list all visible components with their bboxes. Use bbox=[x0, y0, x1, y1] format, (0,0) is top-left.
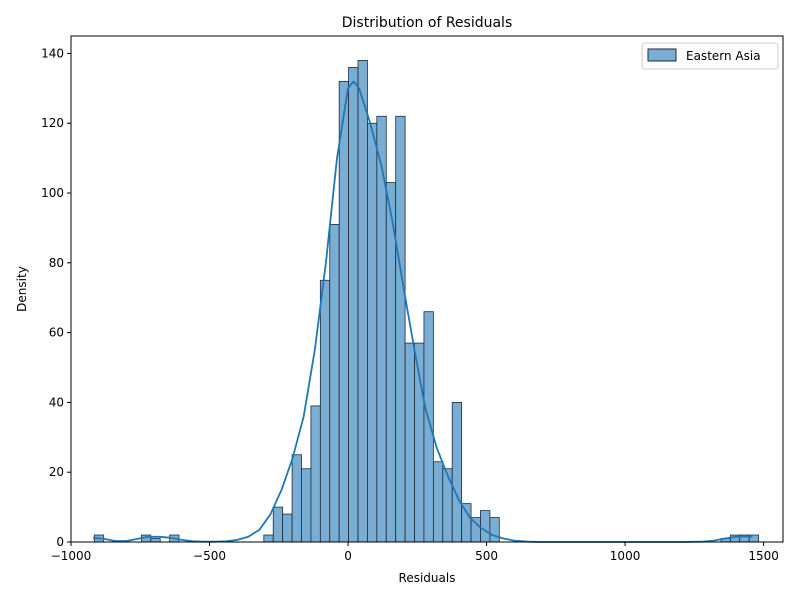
y-tick-label: 140 bbox=[41, 46, 64, 60]
histogram-bar bbox=[282, 513, 293, 543]
histogram-bar bbox=[404, 342, 415, 543]
histogram-bar bbox=[470, 517, 481, 543]
y-tick-label: 120 bbox=[41, 116, 64, 130]
x-tick-label: 1000 bbox=[610, 549, 641, 563]
histogram-bar bbox=[451, 402, 463, 543]
y-tick-label: 40 bbox=[49, 395, 64, 409]
x-tick-label: −500 bbox=[193, 549, 226, 563]
y-tick-label: 60 bbox=[49, 326, 64, 340]
x-tick-label: 500 bbox=[475, 549, 498, 563]
legend-swatch bbox=[647, 48, 677, 62]
histogram-bar bbox=[301, 468, 312, 543]
y-tick-label: 80 bbox=[49, 256, 64, 270]
y-tick-label: 100 bbox=[41, 186, 64, 200]
plot-frame bbox=[70, 35, 784, 543]
histogram-bar bbox=[291, 454, 302, 543]
histogram-bar bbox=[319, 279, 331, 543]
histogram-bar bbox=[338, 80, 349, 543]
x-tick-label: −1000 bbox=[51, 549, 92, 563]
y-axis-title: Density bbox=[15, 266, 29, 312]
histogram-bar bbox=[442, 468, 453, 543]
legend: Eastern Asia bbox=[641, 42, 779, 70]
histogram-bar bbox=[310, 405, 321, 543]
histogram-bar bbox=[150, 538, 161, 543]
histogram-bar bbox=[329, 224, 340, 543]
histogram-bar bbox=[357, 60, 368, 543]
legend-label: Eastern Asia bbox=[686, 49, 761, 63]
histogram-bar bbox=[367, 122, 378, 543]
y-tick-label: 20 bbox=[49, 465, 64, 479]
y-tick-label: 0 bbox=[56, 535, 64, 549]
histogram-bar bbox=[395, 115, 406, 543]
x-tick-label: 0 bbox=[344, 549, 352, 563]
histogram-bar bbox=[489, 517, 500, 543]
x-axis-title: Residuals bbox=[399, 571, 456, 585]
histogram-bar bbox=[480, 510, 491, 543]
histogram-bar bbox=[461, 503, 472, 543]
axes-layer: −1000 −500 0 500 1000 1500 0 20 40 60 80 100 120 140 bbox=[41, 35, 784, 563]
x-tick-label: 1500 bbox=[748, 549, 779, 563]
histogram-bar bbox=[432, 461, 444, 543]
chart-title: Distribution of Residuals bbox=[342, 15, 513, 31]
histogram-bar bbox=[423, 311, 434, 543]
histogram-bar bbox=[348, 67, 359, 543]
histogram-bar bbox=[263, 534, 274, 543]
histogram-bar bbox=[272, 506, 284, 543]
